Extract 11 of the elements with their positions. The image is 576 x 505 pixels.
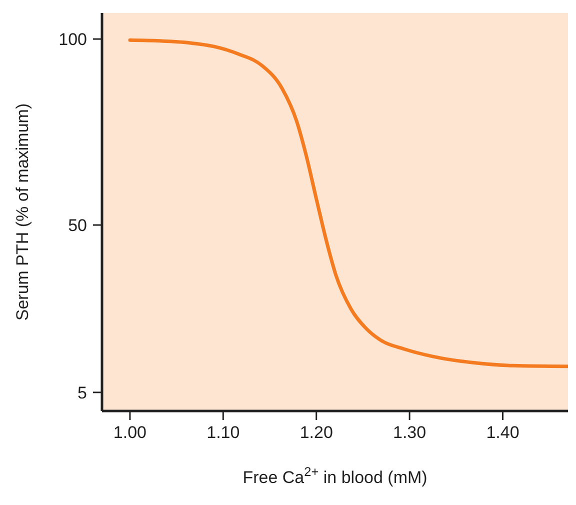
x-tick-label: 1.10 [206, 423, 240, 442]
y-tick-label: 5 [78, 383, 87, 402]
x-tick-label: 1.30 [393, 423, 426, 442]
x-tick-label: 1.00 [113, 423, 147, 442]
x-tick-label: 1.20 [300, 423, 333, 442]
x-axis-title: Free Ca$^{2+}$ in blood (mM) [242, 464, 428, 487]
y-axis-title: Serum PTH (% of maximum) [12, 103, 32, 321]
y-tick-label: 100 [58, 30, 87, 50]
line-series [128, 38, 568, 368]
x-tick-label: 1.40 [486, 423, 520, 442]
y-tick-label: 50 [68, 216, 87, 236]
